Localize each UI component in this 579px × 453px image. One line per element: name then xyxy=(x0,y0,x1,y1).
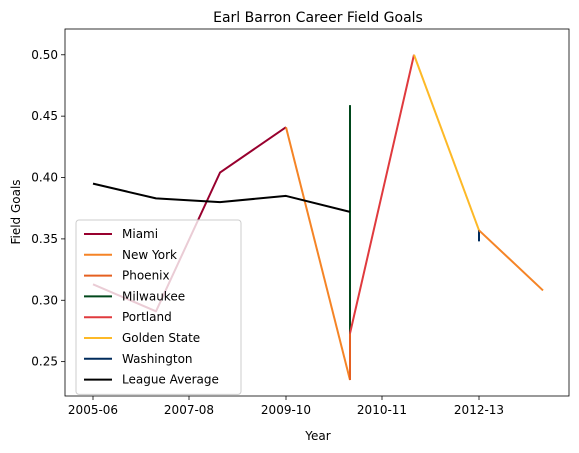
y-tick-label: 0.30 xyxy=(31,293,58,307)
x-axis: 2005-06 2007-08 2009-10 2010-11 2012-13 xyxy=(68,396,504,417)
legend-label-phoenix: Phoenix xyxy=(122,269,170,283)
x-axis-title: Year xyxy=(304,429,330,443)
legend: Miami New York Phoenix Milwaukee Portland Gol… xyxy=(75,219,242,395)
x-tick-label: 2007-08 xyxy=(164,403,214,417)
chart-title: Earl Barron Career Field Goals xyxy=(213,10,423,26)
x-tick-label: 2009-10 xyxy=(261,403,311,417)
series-line-league-average-8 xyxy=(92,182,351,213)
y-tick-label: 0.45 xyxy=(31,109,58,123)
x-tick-label: 2010-11 xyxy=(357,403,407,417)
y-tick-label: 0.35 xyxy=(31,232,58,246)
series-line-new-york-7 xyxy=(478,229,544,292)
legend-label-milwaukee: Milwaukee xyxy=(122,289,185,303)
y-tick-label: 0.25 xyxy=(31,355,58,369)
legend-box xyxy=(75,219,242,395)
series-line-golden-state-5 xyxy=(413,54,480,231)
legend-label-portland: Portland xyxy=(122,310,172,324)
x-tick-label: 2012-13 xyxy=(454,403,504,417)
series-line-portland-4 xyxy=(349,54,415,334)
series-line-new-york-1 xyxy=(285,126,351,381)
y-tick-label: 0.50 xyxy=(31,48,58,62)
plot-frame xyxy=(64,28,570,397)
legend-label-new-york: New York xyxy=(122,248,177,262)
y-axis: 0.25 0.30 0.35 0.40 0.45 0.50 xyxy=(31,48,65,369)
legend-label-washington: Washington xyxy=(122,352,193,366)
y-axis-title: Field Goals xyxy=(9,179,23,244)
legend-label-miami: Miami xyxy=(122,227,158,241)
y-tick-label: 0.40 xyxy=(31,171,58,185)
x-tick-label: 2005-06 xyxy=(68,403,118,417)
legend-label-league-average: League Average xyxy=(122,373,219,387)
legend-label-golden-state: Golden State xyxy=(122,331,200,345)
